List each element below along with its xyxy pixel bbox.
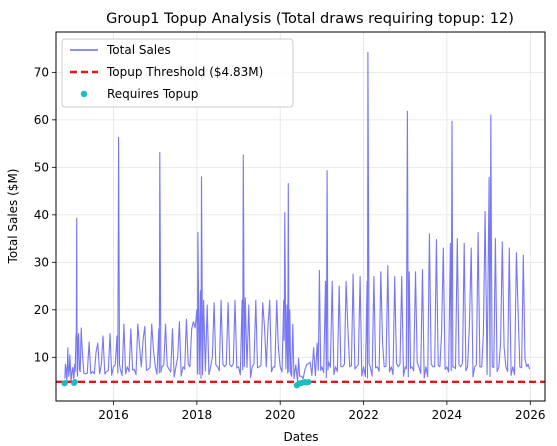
legend-label-total-sales: Total Sales — [106, 43, 171, 57]
y-tick-label: 10 — [34, 350, 49, 364]
topup-point — [71, 379, 78, 386]
x-axis-label: Dates — [284, 430, 319, 444]
series-total-sales — [64, 51, 531, 382]
series-layer — [56, 51, 545, 389]
plot-frame — [55, 31, 546, 402]
legend-marker-topup — [80, 90, 88, 98]
chart-title: Group1 Topup Analysis (Total draws requi… — [106, 11, 514, 27]
y-tick-label: 20 — [34, 303, 49, 317]
x-tick-label: 2016 — [98, 408, 129, 422]
legend-label-topup: Requires Topup — [107, 87, 198, 101]
x-tick-label: 2022 — [348, 408, 379, 422]
x-tick-label: 2020 — [265, 408, 296, 422]
topup-point — [305, 379, 312, 386]
y-tick-label: 40 — [34, 208, 49, 222]
plot-area — [56, 51, 545, 389]
y-tick-label: 50 — [34, 160, 49, 174]
x-tick-label: 2024 — [432, 408, 463, 422]
legend-label-threshold: Topup Threshold ($4.83M) — [106, 65, 263, 79]
x-tick-label: 2026 — [515, 408, 546, 422]
y-axis: 10 20 30 40 50 60 70 — [34, 65, 56, 364]
x-tick-label: 2018 — [182, 408, 213, 422]
y-tick-label: 70 — [34, 65, 49, 79]
legend-box — [61, 38, 294, 108]
y-axis-label: Total Sales ($M) — [6, 169, 20, 265]
y-tick-label: 60 — [34, 113, 49, 127]
y-tick-label: 30 — [34, 255, 49, 269]
topup-point — [62, 379, 69, 386]
x-axis: 2016 2018 2020 2022 2024 2026 — [98, 401, 546, 422]
legend: Total Sales Topup Threshold ($4.83M) Req… — [61, 38, 294, 108]
